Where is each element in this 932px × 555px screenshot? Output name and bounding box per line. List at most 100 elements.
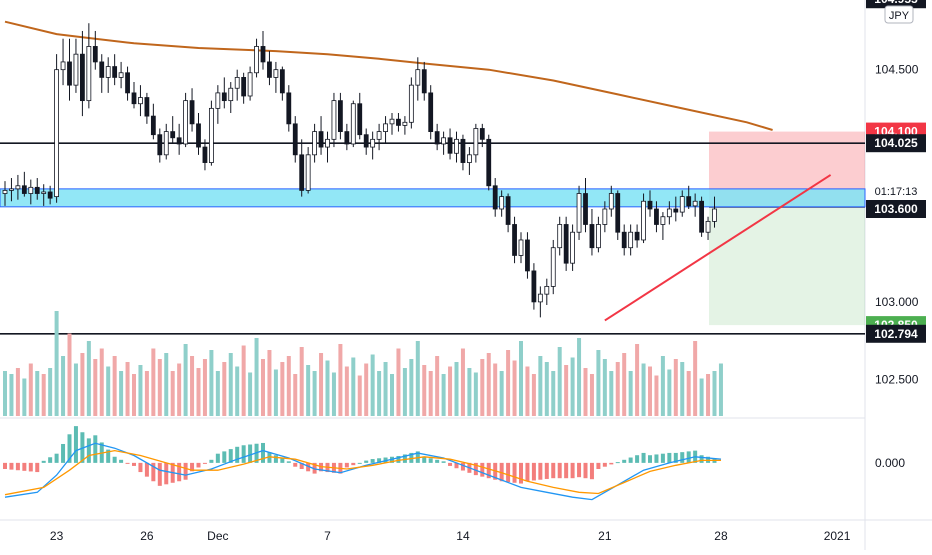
candle-body-34 (221, 92, 227, 102)
volume-bar-96 (622, 353, 627, 416)
candle-27 (176, 123, 182, 155)
volume-bar-12 (80, 353, 85, 416)
candle-9 (60, 38, 66, 86)
candle-body-8 (54, 69, 59, 198)
volume-bar-71 (460, 348, 465, 416)
volume-bar-8 (54, 311, 59, 416)
candle-body-9 (60, 61, 66, 71)
candle-body-107 (692, 200, 698, 207)
short-position-tool[interactable] (709, 131, 865, 326)
volume-bar-31 (202, 359, 207, 416)
macd-histogram-bar-62 (402, 454, 407, 463)
candle-body-49 (318, 131, 324, 148)
candle-body-80 (518, 239, 524, 256)
volume-bar-72 (467, 368, 472, 416)
candle-72 (466, 147, 472, 175)
volume-bar-37 (241, 345, 246, 416)
candle-body-3 (21, 185, 27, 194)
time-axis[interactable]: 23 26 Dec 7 14 21 28 2021 (50, 529, 851, 543)
support-zone[interactable] (0, 188, 866, 208)
candle-body-58 (376, 131, 382, 140)
candle-50 (325, 131, 330, 163)
candle-body-41 (267, 61, 272, 78)
candle-79 (512, 216, 517, 264)
volume-bar-46 (299, 347, 304, 416)
macd-histogram-bar-38 (248, 444, 253, 463)
candle-36 (234, 69, 240, 101)
macd-histogram-bar-10 (67, 434, 72, 463)
volume-bar-74 (480, 359, 485, 416)
candle-body-28 (183, 100, 189, 145)
candle-body-94 (608, 193, 614, 210)
volume-bar-14 (93, 359, 98, 416)
candle-101 (654, 201, 659, 233)
volume-bar-44 (286, 356, 291, 416)
candle-110 (712, 196, 717, 228)
candle-body-19 (125, 72, 130, 94)
candle-24 (157, 128, 163, 163)
volume-bar-49 (319, 353, 324, 416)
horizontal-lines[interactable] (0, 0, 865, 335)
candle-88 (570, 224, 575, 271)
macd-histogram-bar-53 (344, 462, 349, 468)
volume-bar-106 (686, 371, 691, 416)
candle-55 (357, 92, 363, 140)
candle-body-79 (512, 224, 517, 256)
candle-49 (318, 116, 324, 155)
macd-histogram-bar-0 (3, 462, 7, 469)
candle-98 (634, 224, 640, 248)
candle-body-18 (118, 72, 124, 78)
macd-histogram-bar-37 (241, 445, 246, 463)
price-label-3: 103.600 (866, 200, 926, 218)
candle-body-83 (537, 293, 543, 303)
macd-histogram-bar-100 (648, 455, 652, 463)
macd-histogram-bar-34 (222, 451, 227, 463)
candle-body-100 (647, 200, 653, 210)
macd-signal-line (4, 449, 721, 496)
candle-body-108 (699, 200, 704, 233)
volume-bar-82 (531, 374, 536, 416)
candle-body-23 (150, 115, 156, 136)
volume-bar-103 (667, 369, 672, 416)
candle-body-105 (679, 196, 685, 213)
candle-17 (112, 54, 118, 86)
candle-65 (421, 61, 427, 101)
macd-histogram-bar-87 (564, 462, 569, 479)
candle-body-37 (241, 77, 247, 97)
trendline[interactable] (604, 174, 832, 322)
macd-histogram-bar-40 (261, 442, 265, 463)
volume-bar-57 (370, 354, 375, 416)
candle-11 (73, 38, 79, 93)
candle-35 (228, 82, 234, 114)
candle-body-82 (531, 270, 537, 303)
volume-bar-0 (3, 371, 7, 416)
price-axis[interactable]: 104.500103.000102.5000.000104.955104.100… (866, 0, 926, 470)
price-label-text-5: 102.794 (874, 327, 918, 341)
candle-body-10 (67, 61, 72, 86)
macd-histogram-bar-22 (144, 462, 149, 477)
candle-14 (92, 30, 98, 70)
currency-badge[interactable]: JPY (884, 5, 914, 24)
candle-90 (583, 178, 588, 233)
candle-body-102 (660, 216, 666, 225)
candle-body-109 (705, 220, 711, 233)
macd-histogram-bar-68 (441, 461, 446, 463)
candle-body-99 (641, 200, 646, 241)
volume-bar-29 (190, 356, 195, 416)
macd-histogram-bar-105 (680, 452, 685, 463)
candle-80 (518, 232, 524, 264)
price-label-text-3: 103.600 (874, 202, 918, 216)
macd-histogram-bar-28 (183, 462, 188, 480)
volume-bar-51 (331, 372, 336, 416)
macd-histogram-bar-2 (15, 462, 20, 471)
candle-body-62 (402, 121, 408, 126)
macd-histogram-bar-86 (557, 462, 562, 479)
macd-histogram-bar-58 (377, 458, 382, 463)
volume-bar-45 (293, 374, 298, 416)
candle-body-72 (466, 154, 472, 163)
candle-46 (299, 139, 305, 197)
candle-body-51 (331, 100, 337, 140)
macd-histogram-bar-29 (190, 462, 195, 472)
